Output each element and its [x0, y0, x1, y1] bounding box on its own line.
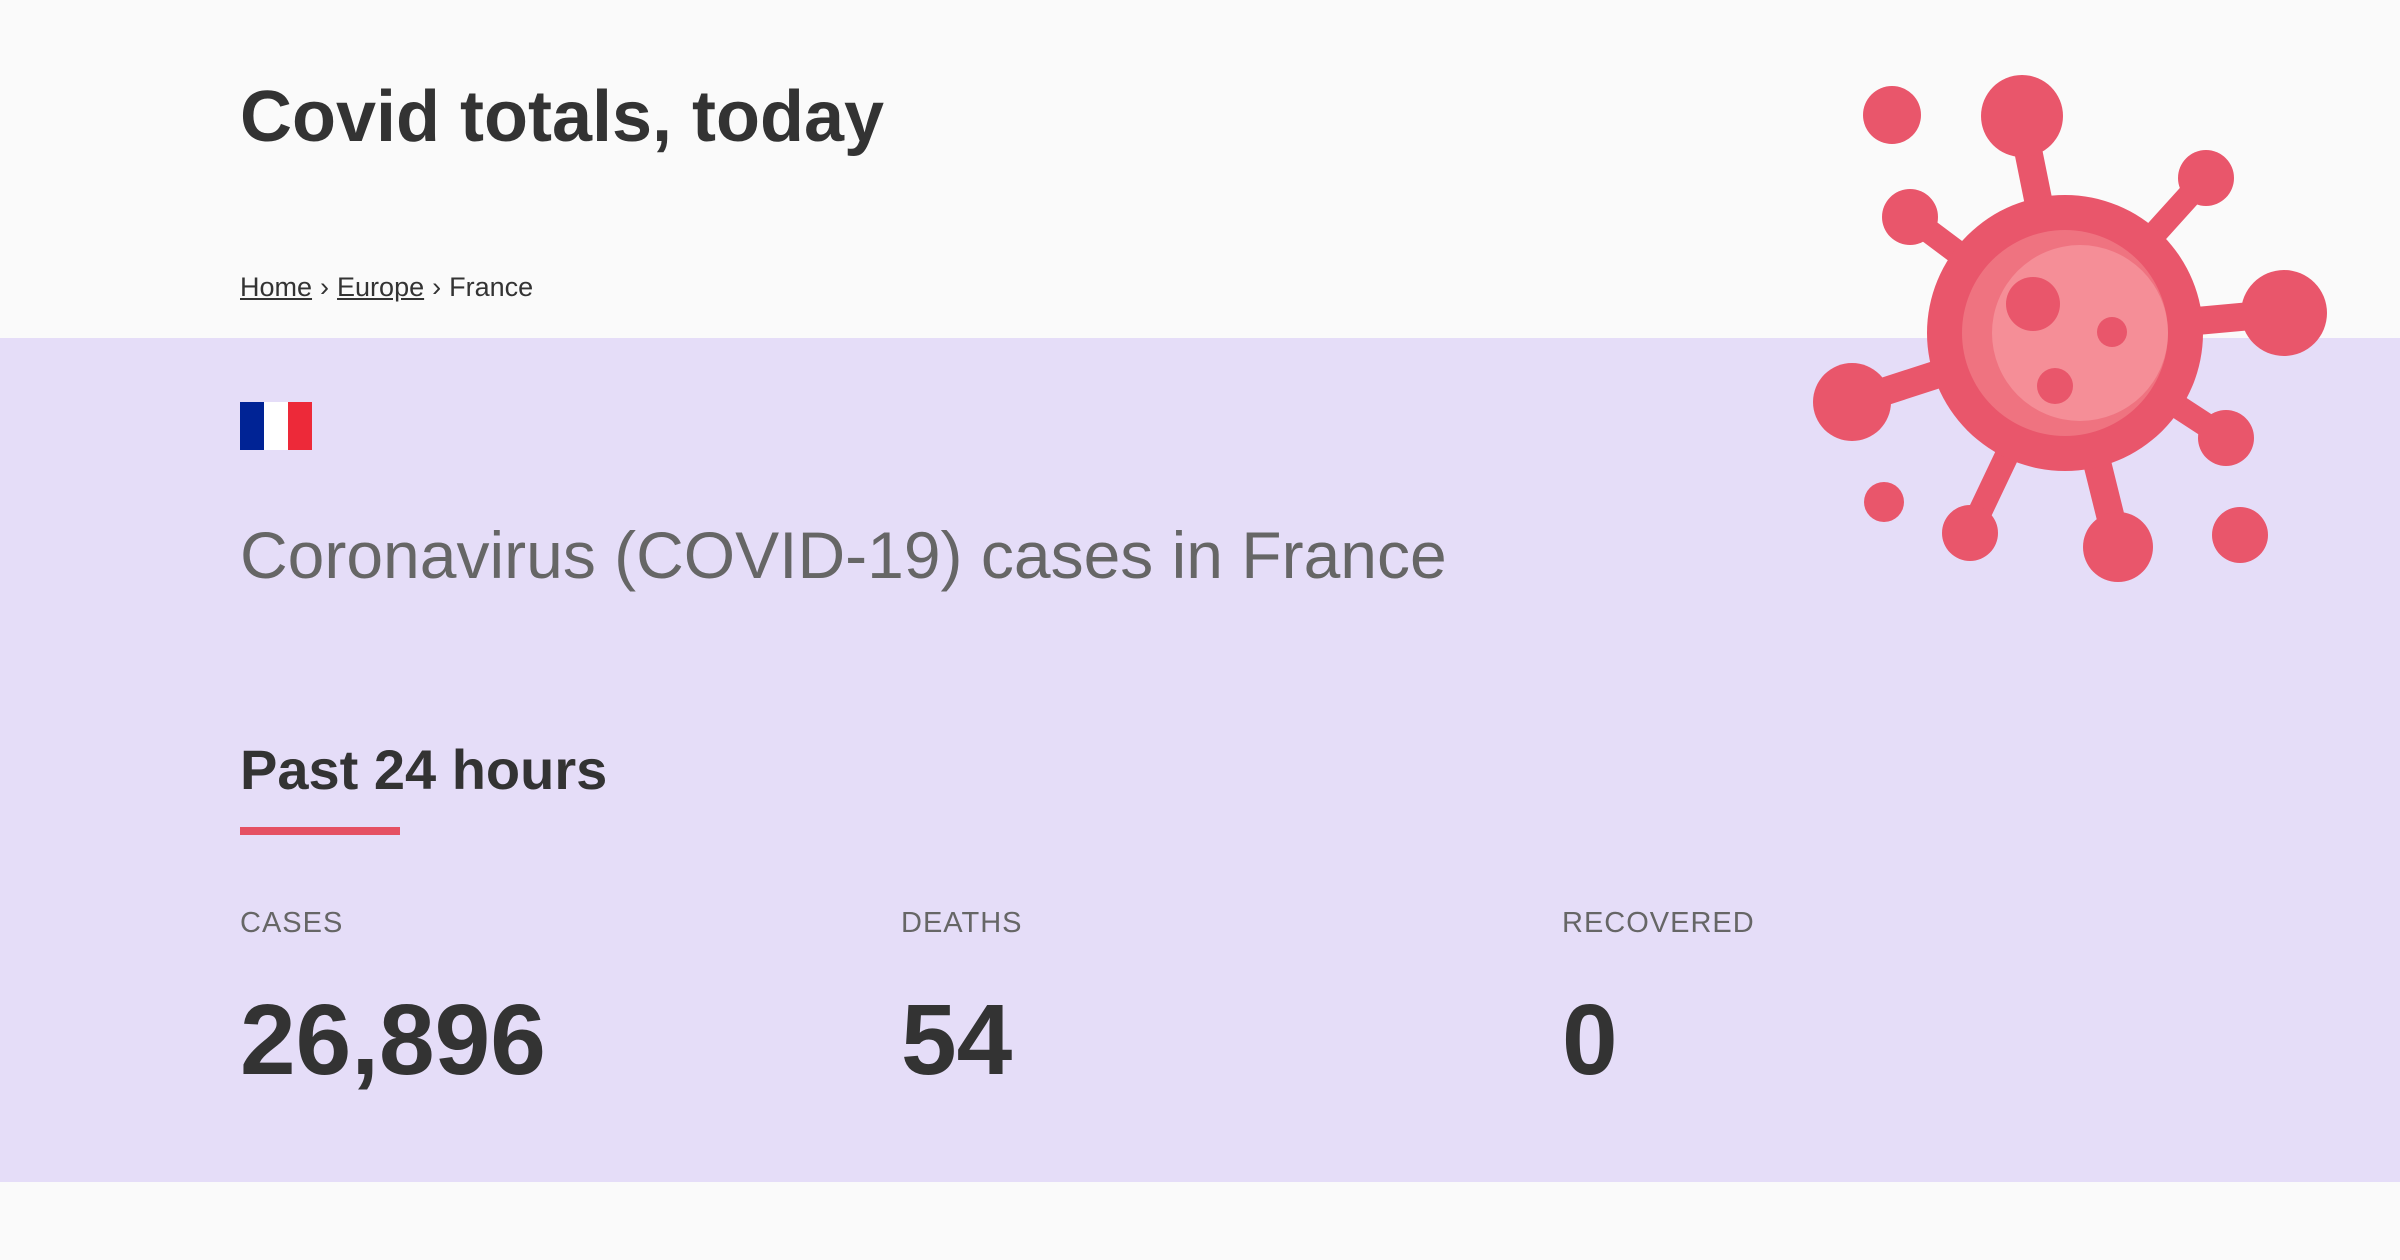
stat-cases-value: 26,896 — [240, 984, 546, 1096]
breadcrumb-separator: › — [320, 272, 330, 302]
section-underline — [240, 827, 400, 835]
flag-stripe-red — [288, 402, 312, 450]
breadcrumb-home-link[interactable]: Home — [240, 272, 313, 302]
stat-recovered-label: RECOVERED — [1562, 907, 1755, 939]
breadcrumb-separator: › — [432, 272, 442, 302]
breadcrumb: Home › Europe › France — [240, 270, 533, 304]
page-title: Covid totals, today — [240, 77, 885, 157]
stat-deaths: DEATHS 54 — [901, 905, 1022, 1095]
stat-deaths-label: DEATHS — [901, 907, 1023, 939]
stat-recovered: RECOVERED 0 — [1562, 905, 1755, 1095]
header: Covid totals, today Home › Europe › France — [0, 0, 2400, 338]
stat-recovered-value: 0 — [1562, 984, 1618, 1096]
flag-stripe-white — [264, 402, 288, 450]
virus-icon — [1813, 75, 2327, 582]
stat-cases: CASES 26,896 — [240, 905, 546, 1095]
breadcrumb-europe-link[interactable]: Europe — [337, 272, 425, 302]
france-flag-icon — [240, 402, 312, 450]
country-heading: Coronavirus (COVID-19) cases in France — [240, 518, 1447, 592]
stat-deaths-value: 54 — [901, 984, 1013, 1096]
breadcrumb-current: France — [449, 272, 534, 302]
section-title: Past 24 hours — [240, 738, 608, 801]
stat-cases-label: CASES — [240, 907, 344, 939]
flag-stripe-blue — [240, 402, 264, 450]
